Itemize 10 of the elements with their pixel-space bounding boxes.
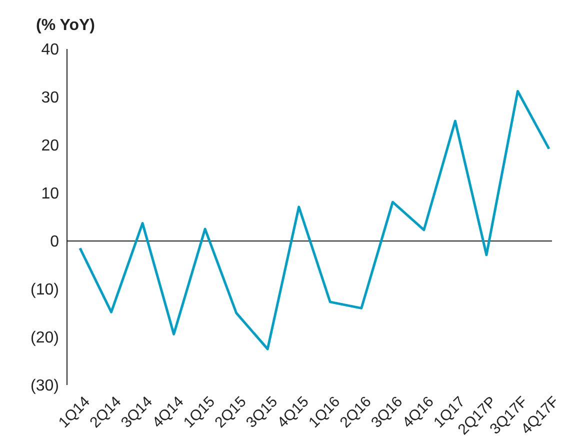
y-tick-label: (10) [30,282,59,299]
y-tick-label: (20) [30,330,59,347]
y-tick-label: 30 [41,90,60,107]
line-series [78,90,550,350]
y-tick-label: 10 [41,186,60,203]
y-axis-title: (% YoY) [36,17,95,35]
y-tick-label: 40 [41,42,60,59]
y-tick-label: (30) [30,378,59,395]
y-tick-label: 20 [41,138,60,155]
y-tick-label: 0 [50,234,60,251]
